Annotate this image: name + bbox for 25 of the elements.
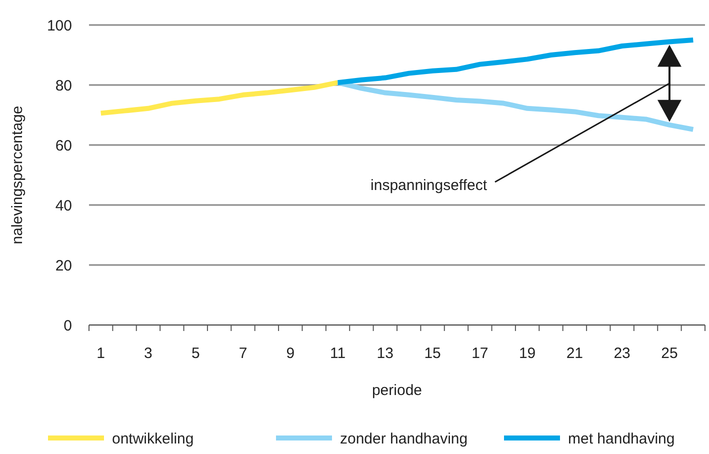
x-tick-label: 13 bbox=[376, 345, 394, 362]
x-tick-label: 9 bbox=[286, 345, 295, 362]
legend-label: zonder handhaving bbox=[340, 430, 468, 448]
x-tick-label: 17 bbox=[472, 345, 488, 362]
annotation: inspanningseffect bbox=[370, 177, 488, 194]
x-tick-label: 21 bbox=[566, 345, 584, 362]
x-tick-label: 7 bbox=[238, 345, 248, 362]
x-tick-label: 25 bbox=[661, 345, 678, 362]
x-tick-label: 15 bbox=[424, 345, 441, 362]
y-tick-label: 20 bbox=[55, 257, 72, 274]
x-tick-label: 5 bbox=[191, 345, 200, 362]
x-axis-title: periode bbox=[372, 382, 422, 399]
legend-label: met handhaving bbox=[568, 430, 675, 448]
legend-label: ontwikkeling bbox=[112, 430, 194, 448]
x-tick-label: 11 bbox=[330, 345, 346, 362]
x-tick-label: 19 bbox=[518, 345, 536, 362]
y-tick-label: 60 bbox=[55, 137, 72, 154]
x-tick-label: 3 bbox=[144, 345, 152, 362]
x-tick-label: 1 bbox=[96, 345, 106, 362]
y-tick-label: 80 bbox=[55, 77, 72, 94]
x-tick-label: 23 bbox=[614, 345, 630, 362]
y-axis-title: nalevingspercentage bbox=[9, 106, 26, 244]
y-tick-label: 100 bbox=[46, 17, 72, 34]
y-tick-label: 0 bbox=[64, 317, 72, 334]
y-tick-label: 40 bbox=[55, 197, 72, 214]
